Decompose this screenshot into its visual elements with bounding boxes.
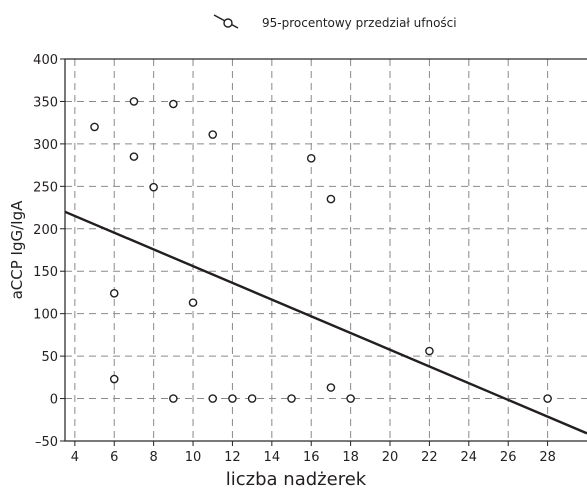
x-tick-label: 4	[71, 450, 79, 465]
x-axis-title: liczba nadżerek	[226, 469, 367, 490]
data-point	[326, 383, 336, 392]
data-point	[90, 122, 99, 132]
x-tick-label: 10	[185, 450, 202, 465]
x-tick-label: 28	[539, 450, 556, 465]
x-tick-label: 14	[264, 450, 281, 465]
x-tick-label: 18	[342, 450, 359, 465]
data-point	[326, 194, 336, 204]
y-tick-label: 200	[33, 223, 58, 238]
y-tick-label: 250	[33, 180, 58, 195]
y-tick-label: 300	[33, 138, 58, 153]
data-point	[425, 346, 434, 356]
plot-frame	[64, 58, 587, 442]
data-point	[129, 97, 139, 106]
y-tick-label: 150	[33, 265, 58, 280]
legend-label: 95-procentowy przedział ufności	[262, 16, 457, 30]
trend-line	[64, 210, 587, 435]
data-point	[109, 288, 119, 298]
y-tick-label: 350	[33, 95, 58, 110]
data-point	[208, 394, 218, 403]
data-point	[109, 374, 119, 384]
data-point	[543, 394, 552, 403]
x-tick-label: 16	[303, 450, 320, 465]
x-tick-label: 24	[461, 450, 478, 465]
y-tick-label: 50	[41, 350, 58, 365]
y-tick-label: 0	[50, 393, 58, 408]
x-tick-label: 22	[421, 450, 438, 465]
legend-symbol-icon	[213, 14, 239, 29]
data-point	[208, 130, 218, 139]
data-point	[287, 394, 296, 403]
x-tick-label: 8	[150, 450, 158, 465]
data-point	[188, 298, 198, 307]
x-tick-label: 12	[224, 450, 241, 465]
y-axis-ticks: –50 0 50 100 150 200 250 300 350 400	[33, 53, 65, 450]
grid	[65, 59, 587, 441]
data-point	[169, 99, 178, 109]
y-tick-label: 400	[33, 53, 58, 68]
x-tick-label: 26	[500, 450, 517, 465]
data-point	[129, 152, 139, 161]
y-axis-title: aCCP IgG/IgA	[8, 200, 26, 300]
y-tick-label: –50	[35, 435, 58, 450]
data-point	[149, 182, 158, 192]
legend: 95-procentowy przedział ufności	[213, 14, 457, 30]
x-tick-label: 6	[110, 450, 118, 465]
data-point	[346, 394, 355, 403]
data-point	[228, 394, 237, 403]
y-tick-label: 100	[33, 308, 58, 323]
x-axis-ticks: 4 6 8 10 12 14 16 18 20 22 24 26 28	[71, 441, 556, 465]
trend-layer	[64, 210, 587, 435]
data-point	[169, 394, 178, 403]
data-point	[306, 154, 316, 163]
x-tick-label: 20	[382, 450, 399, 465]
data-points	[90, 97, 552, 403]
data-point	[247, 394, 257, 403]
legend-marker	[223, 18, 233, 28]
